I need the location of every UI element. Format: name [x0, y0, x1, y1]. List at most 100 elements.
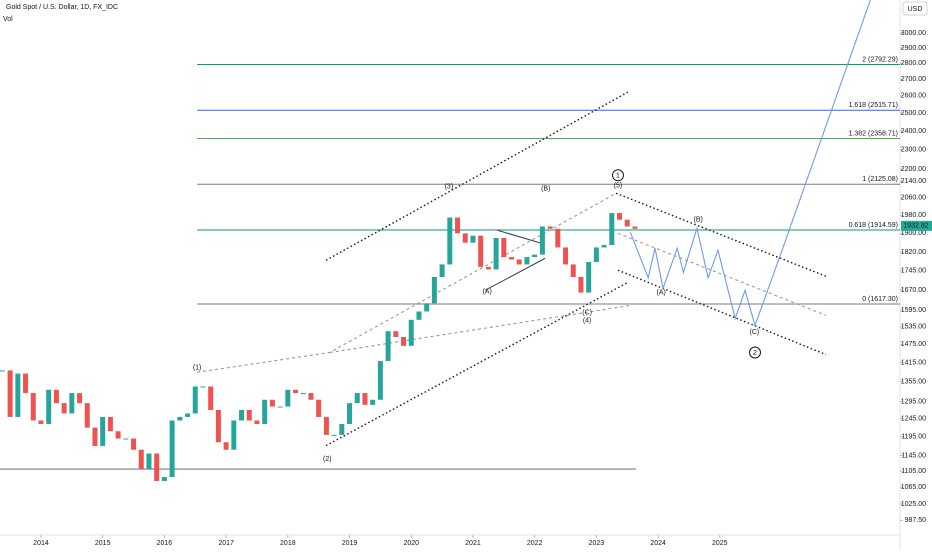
candle	[285, 389, 291, 407]
y-tick-label: 1295.00	[901, 398, 926, 405]
candle	[192, 386, 198, 414]
y-tick-label: 1980.00	[901, 212, 926, 219]
y-tick-label: 1065.00	[901, 484, 926, 491]
y-tick-label: 987.50	[905, 517, 927, 524]
candle	[617, 213, 623, 220]
candle	[424, 303, 430, 312]
candle	[601, 245, 607, 248]
y-tick-label: 1595.00	[901, 307, 926, 314]
candle	[215, 410, 221, 443]
drawing-line	[325, 281, 629, 447]
y-tick-label: 2700.00	[901, 76, 926, 83]
candle	[509, 257, 515, 260]
drawing-line	[485, 257, 546, 291]
candle	[269, 399, 275, 407]
candle	[624, 219, 630, 227]
x-tick-label: 2019	[342, 540, 358, 547]
candle	[161, 477, 167, 482]
drawing-line	[325, 91, 629, 261]
fib-label: 1 (2125.08)	[862, 176, 898, 183]
wave-label: (4)	[583, 318, 592, 325]
candle	[354, 393, 360, 404]
candle	[323, 416, 329, 435]
x-tick-label: 2016	[157, 540, 173, 547]
candle	[246, 410, 252, 421]
wave-label: (A)	[657, 290, 666, 297]
candle	[516, 259, 522, 265]
x-tick-label: 2015	[95, 540, 111, 547]
y-tick-label: 2060.00	[901, 195, 926, 202]
candle	[208, 386, 214, 411]
drawing-line	[496, 229, 546, 245]
candle	[84, 403, 90, 428]
candle	[501, 237, 507, 258]
candle	[223, 442, 229, 450]
y-tick-label: 1535.00	[901, 324, 926, 331]
wave-label: (B)	[541, 186, 550, 193]
candle	[185, 413, 191, 417]
candle	[377, 361, 383, 400]
x-tick-label: 2023	[589, 540, 605, 547]
candle	[46, 389, 52, 425]
fib-label: 0 (1617.30)	[862, 296, 898, 303]
wave-circle	[611, 169, 624, 182]
candle	[38, 420, 44, 425]
candle	[401, 337, 407, 346]
candle	[23, 373, 29, 394]
candle	[586, 261, 592, 293]
candle	[347, 403, 353, 425]
wave-label: (A)	[482, 289, 491, 296]
candle	[77, 393, 83, 404]
currency-box[interactable]	[902, 1, 928, 16]
candle	[231, 420, 237, 450]
y-tick-label: 1245.00	[901, 416, 926, 423]
candle	[7, 370, 13, 417]
candle	[100, 416, 106, 446]
candle	[115, 431, 121, 439]
y-tick-label: 1415.00	[901, 359, 926, 366]
x-tick-label: 2018	[280, 540, 296, 547]
y-tick-label: 1900.00	[901, 230, 926, 237]
candle	[277, 406, 283, 408]
candle	[293, 389, 299, 394]
y-tick-label: 1670.00	[901, 287, 926, 294]
y-tick-label: 1145.00	[901, 452, 926, 459]
y-tick-label: 2300.00	[901, 146, 926, 153]
candle	[154, 453, 160, 482]
y-tick-label: 2200.00	[901, 166, 926, 173]
candle	[15, 373, 21, 417]
candle	[532, 254, 538, 258]
candle	[131, 438, 137, 450]
candle	[169, 420, 175, 478]
candle	[316, 399, 322, 417]
candle	[431, 277, 437, 304]
candle	[455, 217, 461, 234]
candle	[439, 264, 445, 278]
wave-label: 1	[616, 173, 620, 180]
candle	[493, 237, 499, 270]
y-tick-label: 1355.00	[901, 378, 926, 385]
candle	[632, 226, 638, 229]
y-tick-label: 2600.00	[901, 93, 926, 100]
chart-title: Gold Spot / U.S. Dollar, 1D, FX_IDC	[6, 4, 118, 11]
candle	[362, 393, 368, 405]
candle	[239, 410, 245, 421]
y-tick-label: 1475.00	[901, 341, 926, 348]
candle	[539, 226, 545, 255]
y-tick-label: 2800.00	[901, 60, 926, 67]
candle	[138, 449, 144, 470]
wave-label: (1)	[193, 365, 202, 372]
drawing-line	[617, 269, 827, 356]
candle	[485, 266, 491, 270]
x-tick-label: 2022	[527, 540, 543, 547]
y-tick-label: 1025.00	[901, 501, 926, 508]
candle	[308, 393, 314, 400]
y-tick-label: 2140.00	[901, 178, 926, 185]
candle	[146, 453, 152, 470]
last-price-box	[901, 220, 932, 231]
candle	[578, 277, 584, 293]
drawing-line	[329, 304, 631, 354]
wave-label: (C)	[582, 310, 592, 317]
drawing-line	[629, 0, 871, 328]
